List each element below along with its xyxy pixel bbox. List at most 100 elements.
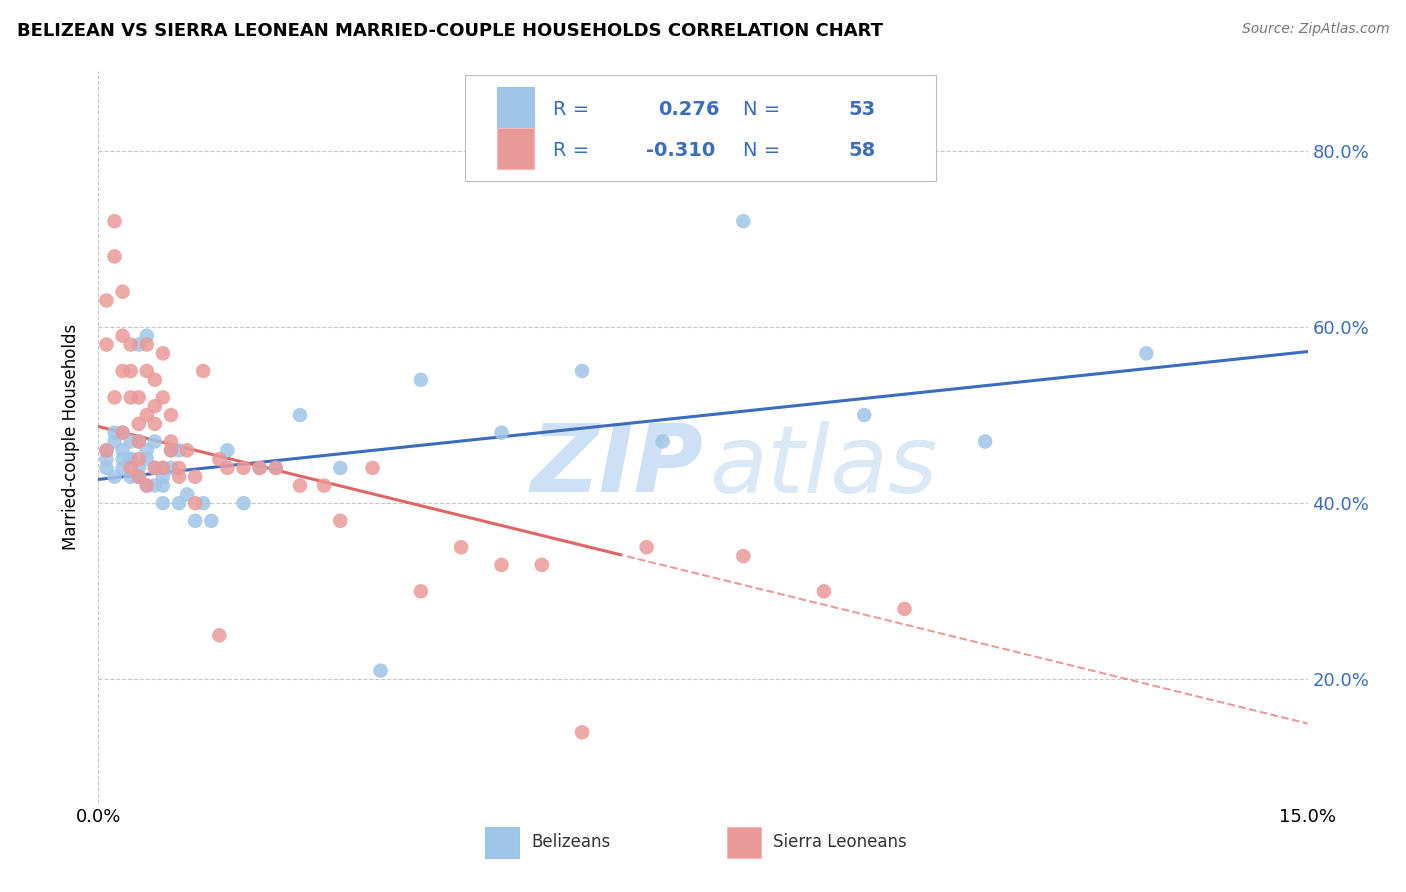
Point — [111, 452, 134, 467]
Text: atlas: atlas — [709, 421, 938, 512]
Point — [651, 434, 673, 449]
Point — [208, 628, 231, 642]
Point — [143, 478, 166, 492]
Point — [152, 478, 174, 492]
Point — [120, 469, 142, 483]
Point — [160, 434, 183, 449]
Point — [853, 408, 876, 422]
Point — [193, 496, 215, 510]
Point — [167, 469, 190, 483]
Text: R =: R = — [553, 141, 596, 160]
Point — [128, 461, 150, 475]
Point — [96, 443, 118, 458]
Point — [571, 725, 593, 739]
Point — [733, 214, 755, 228]
Point — [135, 328, 157, 343]
Point — [111, 425, 134, 440]
Point — [232, 496, 254, 510]
Point — [120, 452, 142, 467]
Point — [184, 514, 207, 528]
Point — [111, 364, 134, 378]
Text: Source: ZipAtlas.com: Source: ZipAtlas.com — [1241, 22, 1389, 37]
Point — [111, 285, 134, 299]
Point — [491, 425, 513, 440]
Point — [128, 434, 150, 449]
Point — [450, 540, 472, 554]
Point — [232, 461, 254, 475]
Point — [103, 391, 125, 405]
Point — [361, 461, 384, 475]
Point — [128, 452, 150, 467]
Bar — [485, 827, 519, 858]
Point — [135, 443, 157, 458]
Point — [200, 514, 222, 528]
Point — [120, 461, 142, 475]
Point — [264, 461, 287, 475]
Point — [217, 443, 239, 458]
Point — [96, 443, 118, 458]
Bar — [498, 128, 534, 169]
Point — [893, 602, 915, 616]
Text: Sierra Leoneans: Sierra Leoneans — [773, 832, 907, 851]
Point — [120, 434, 142, 449]
Point — [167, 496, 190, 510]
Point — [143, 399, 166, 413]
Y-axis label: Married-couple Households: Married-couple Households — [62, 324, 80, 550]
Text: 53: 53 — [848, 100, 875, 119]
Point — [135, 478, 157, 492]
Point — [135, 364, 157, 378]
Point — [167, 443, 190, 458]
Point — [128, 434, 150, 449]
Point — [103, 425, 125, 440]
Point — [152, 346, 174, 360]
Point — [120, 364, 142, 378]
Point — [111, 425, 134, 440]
Point — [103, 469, 125, 483]
Point — [128, 337, 150, 351]
Point — [128, 469, 150, 483]
Point — [160, 443, 183, 458]
Point — [135, 452, 157, 467]
Point — [176, 487, 198, 501]
Point — [135, 337, 157, 351]
Point — [128, 391, 150, 405]
Point — [103, 214, 125, 228]
Point — [974, 434, 997, 449]
Point — [409, 584, 432, 599]
Point — [143, 417, 166, 431]
Point — [733, 549, 755, 563]
Point — [571, 364, 593, 378]
Point — [111, 328, 134, 343]
Point — [1135, 346, 1157, 360]
Point — [120, 452, 142, 467]
Text: 0.276: 0.276 — [658, 100, 720, 119]
Point — [152, 461, 174, 475]
Point — [409, 373, 432, 387]
Point — [152, 391, 174, 405]
Point — [128, 417, 150, 431]
Point — [103, 249, 125, 263]
Point — [152, 461, 174, 475]
Text: ZIP: ZIP — [530, 420, 703, 512]
Point — [249, 461, 271, 475]
Point — [208, 452, 231, 467]
Point — [264, 461, 287, 475]
Point — [96, 461, 118, 475]
Point — [160, 461, 183, 475]
Text: 58: 58 — [848, 141, 876, 160]
Point — [103, 434, 125, 449]
Text: -0.310: -0.310 — [647, 141, 716, 160]
Point — [160, 443, 183, 458]
Text: N =: N = — [742, 100, 786, 119]
Point — [120, 391, 142, 405]
Point — [143, 434, 166, 449]
Bar — [498, 87, 534, 128]
Text: Belizeans: Belizeans — [531, 832, 610, 851]
Point — [176, 443, 198, 458]
Bar — [727, 827, 761, 858]
Point — [111, 443, 134, 458]
Text: R =: R = — [553, 100, 596, 119]
Point — [152, 469, 174, 483]
Point — [120, 337, 142, 351]
Point — [135, 408, 157, 422]
